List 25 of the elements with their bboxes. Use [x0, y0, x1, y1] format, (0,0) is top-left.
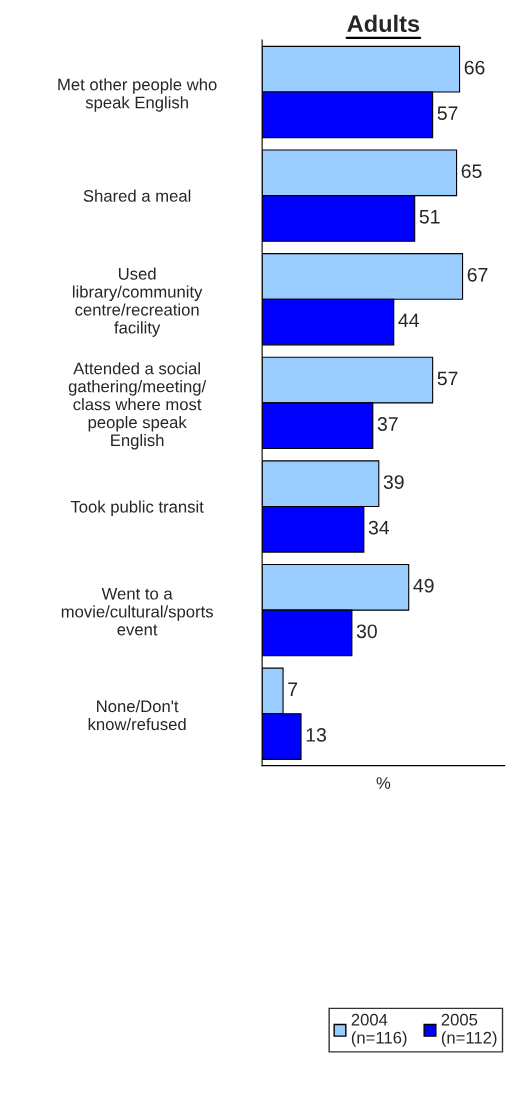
chart-title: Adults — [347, 14, 420, 33]
legend-label: 2004 (n=116) — [351, 1013, 407, 1047]
y-tick-label: Attended a social gathering/meeting/ class where most people speak English — [68, 362, 207, 450]
legend-label: 2005 (n=112) — [441, 1013, 497, 1047]
data-label: 65 — [461, 164, 482, 179]
y-tick-label: Met other people who speak English — [58, 78, 217, 112]
data-label: 67 — [467, 267, 488, 282]
data-label: 34 — [368, 520, 390, 535]
data-label: 39 — [383, 475, 404, 489]
data-label: 57 — [437, 106, 458, 121]
x-axis-title: % — [376, 777, 391, 789]
data-label: 49 — [413, 578, 434, 593]
y-tick-label: Shared a meal — [83, 189, 191, 202]
data-label: 44 — [398, 313, 419, 328]
y-tick-label: Took public transit — [70, 500, 204, 516]
data-label: 57 — [437, 371, 458, 386]
data-label: 13 — [306, 728, 326, 742]
data-label: 30 — [356, 624, 377, 639]
y-tick-label: Went to a movie/cultural/sports event — [61, 587, 213, 636]
data-label: 66 — [464, 60, 485, 75]
data-label: 37 — [377, 417, 398, 431]
data-label: 7 — [288, 682, 298, 696]
y-tick-label: None/Don't know/refused — [88, 699, 186, 731]
y-tick-label: Used library/community centre/recreation facility — [72, 267, 203, 337]
data-label: 51 — [419, 210, 440, 224]
